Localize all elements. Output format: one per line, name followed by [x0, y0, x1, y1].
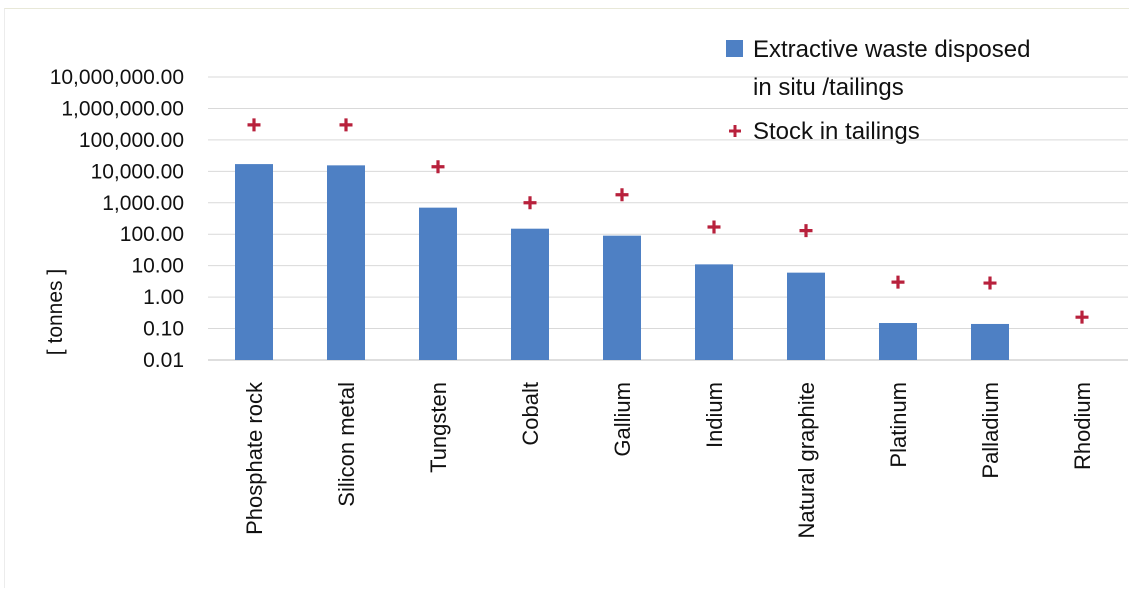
stock-marker [891, 275, 905, 289]
bar [695, 264, 733, 360]
legend-label-extractive-waste: in situ /tailings [753, 74, 904, 101]
legend-marker-stock [729, 125, 741, 137]
stock-marker [523, 196, 537, 210]
stock-markers [247, 118, 1089, 324]
legend-label-stock: Stock in tailings [753, 118, 920, 145]
x-category-label: Gallium [610, 382, 635, 457]
bar [235, 164, 273, 360]
legend-swatch-extractive-waste [726, 40, 743, 57]
y-axis-title: [ tonnes ] [44, 269, 67, 355]
x-category-label: Cobalt [518, 382, 543, 446]
bar [879, 323, 917, 360]
y-axis-tick-labels: 10,000,000.00 1,000,000.00 100,000.00 10,00… [50, 66, 184, 372]
stock-marker [983, 276, 997, 290]
y-tick-label: 100.00 [120, 223, 184, 246]
x-axis-category-labels: Phosphate rock Silicon metal Tungsten Cobal… [242, 381, 1095, 539]
y-tick-label: 1,000.00 [102, 192, 184, 215]
x-category-label: Tungsten [426, 382, 451, 473]
stock-marker [339, 118, 353, 132]
stock-marker [1075, 310, 1089, 324]
bar [511, 228, 549, 360]
x-category-label: Platinum [886, 382, 911, 468]
y-tick-label: 1.00 [143, 286, 184, 309]
y-tick-label: 0.01 [143, 349, 184, 372]
x-category-label: Silicon metal [334, 382, 359, 507]
y-tick-label: 10,000.00 [91, 160, 184, 183]
legend-label-extractive-waste: Extractive waste disposed [753, 36, 1030, 63]
y-tick-label: 100,000.00 [79, 129, 184, 152]
y-tick-label: 0.10 [143, 318, 184, 341]
y-tick-label: 10.00 [131, 255, 184, 278]
x-category-label: Rhodium [1070, 382, 1095, 470]
x-category-label: Natural graphite [794, 382, 819, 539]
x-category-label: Phosphate rock [242, 381, 267, 535]
bar [327, 165, 365, 360]
y-tick-label: 10,000,000.00 [50, 66, 184, 89]
bars [235, 164, 1009, 360]
x-category-label: Indium [702, 382, 727, 448]
bar [971, 323, 1009, 360]
legend: Extractive waste disposed in situ /tailin… [726, 36, 1030, 145]
stock-marker [247, 118, 261, 132]
bar [603, 235, 641, 360]
stock-marker [615, 188, 629, 202]
stock-marker [431, 160, 445, 174]
stock-marker [799, 224, 813, 238]
stock-marker [707, 220, 721, 234]
y-tick-label: 1,000,000.00 [61, 97, 184, 120]
x-category-label: Palladium [978, 382, 1003, 479]
bar [787, 272, 825, 360]
chart-frame [4, 8, 1129, 588]
bar [419, 207, 457, 360]
